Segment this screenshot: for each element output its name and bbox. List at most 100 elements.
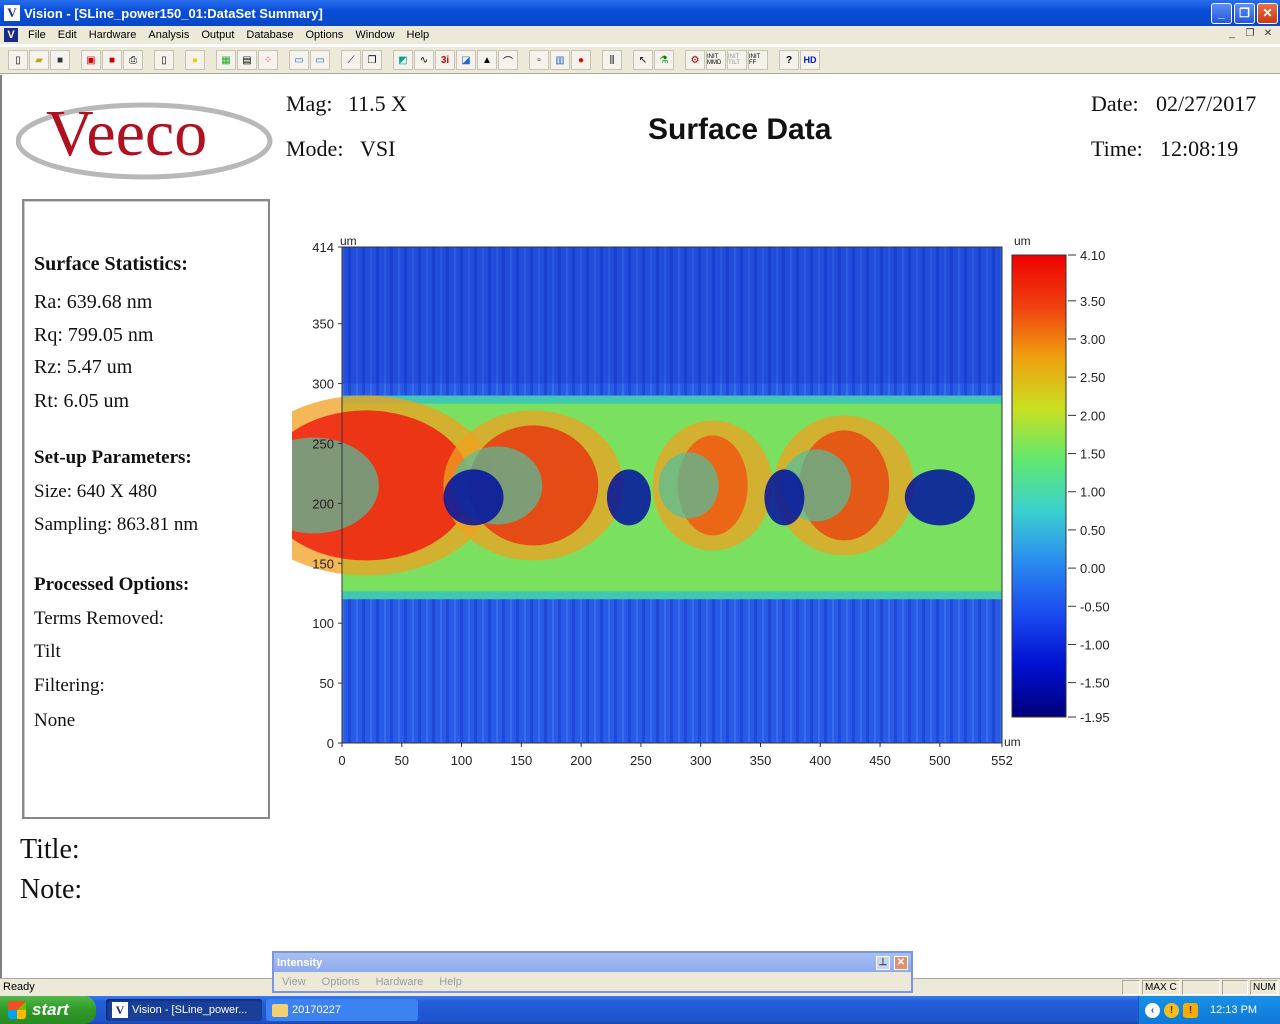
x-tick-label: 150 — [510, 753, 532, 768]
menu-hardware[interactable]: Hardware — [88, 29, 137, 41]
intensity-window[interactable]: Intensity ⊥ ✕ View Options Hardware Help — [272, 951, 913, 993]
maximize-button[interactable]: ❐ — [1234, 2, 1255, 24]
shield-icon[interactable]: ! — [1164, 1002, 1179, 1018]
note-label: Note: — [20, 874, 83, 905]
profile-icon[interactable]: ∿ — [414, 50, 434, 70]
align-icon[interactable]: ⫼ — [602, 50, 622, 70]
minimize-button[interactable]: _ — [1211, 2, 1232, 24]
list-icon[interactable]: ▭ — [310, 50, 330, 70]
new-file-icon[interactable]: ▯ — [8, 50, 28, 70]
close-button[interactable]: ✕ — [1257, 2, 1278, 24]
status-cell-4 — [1222, 980, 1248, 995]
clock: 12:13 PM — [1210, 1004, 1258, 1016]
processed-heading: Processed Options: — [34, 574, 190, 595]
track-depression — [764, 469, 805, 526]
copy-icon[interactable]: ❐ — [362, 50, 382, 70]
page-icon[interactable]: ▯ — [154, 50, 174, 70]
document-icon[interactable]: V — [4, 28, 18, 42]
colorbar-tick-label: 2.00 — [1080, 408, 1105, 423]
menu-help[interactable]: Help — [406, 29, 430, 41]
flask-icon[interactable]: ⚗ — [654, 50, 674, 70]
y-tick-label: 150 — [312, 556, 334, 571]
terms-value: Tilt — [34, 641, 61, 662]
save-red-icon[interactable]: ■ — [102, 50, 122, 70]
record-icon[interactable]: ● — [571, 50, 591, 70]
terms-label: Terms Removed: — [34, 608, 165, 629]
menu-analysis[interactable]: Analysis — [148, 29, 190, 41]
menu-edit[interactable]: Edit — [57, 29, 77, 41]
init-mmd-icon[interactable]: INIT MMD — [706, 50, 726, 70]
y-tick-label: 100 — [312, 616, 334, 631]
intensity-menu-help[interactable]: Help — [439, 976, 462, 988]
x-tick-label: 100 — [451, 753, 473, 768]
intensity-close-icon[interactable]: ✕ — [894, 955, 908, 970]
toolbar: ▯ ▰ ■ ▣ ■ ⎙ ▯ ● ▦ ▤ ⁘ ▭ ▭ ⟋ ❐ ◩ ∿ 3i ◪ ▲… — [0, 46, 1280, 74]
mdi-minimize-button[interactable]: _ — [1229, 28, 1235, 39]
open-folder-icon[interactable]: ▰ — [29, 50, 49, 70]
calibrate-icon[interactable]: ⚙ — [685, 50, 705, 70]
menubar: V File Edit Hardware Analysis Output Dat… — [0, 26, 1280, 44]
init-tilt-icon[interactable]: INIT TILT — [727, 50, 747, 70]
report-area: Veeco Mag: 11.5 X Mode: VSI Surface Data… — [0, 75, 1280, 978]
y-unit-label: um — [340, 235, 357, 248]
x-tick-label: 200 — [570, 753, 592, 768]
alert-icon[interactable]: ! — [1183, 1002, 1198, 1018]
hd-icon[interactable]: HD — [800, 50, 820, 70]
3d-icon[interactable]: 3i — [435, 50, 455, 70]
curve-icon[interactable]: ⌒ — [498, 50, 518, 70]
status-text: Ready — [3, 981, 35, 993]
heatmap-upper-region — [342, 247, 1002, 384]
taskbar: start V Vision - [SLine_power... 2017022… — [0, 996, 1280, 1024]
init-ff-icon[interactable]: INIT FF — [748, 50, 768, 70]
colorbar-tick-label: -0.50 — [1080, 599, 1110, 614]
intensity-titlebar[interactable]: Intensity ⊥ ✕ — [274, 953, 911, 972]
start-button[interactable]: start — [0, 996, 96, 1024]
taskbar-item-folder[interactable]: 20170227 — [266, 999, 418, 1021]
intensity-menu-options[interactable]: Options — [321, 976, 360, 988]
light-icon[interactable]: ● — [185, 50, 205, 70]
dots-icon[interactable]: ⁘ — [258, 50, 278, 70]
track-depression — [606, 469, 651, 526]
chart-icon[interactable]: ▥ — [550, 50, 570, 70]
save-icon[interactable]: ■ — [50, 50, 70, 70]
vision-app-icon: V — [4, 5, 20, 21]
window-title: Vision - [SLine_power150_01:DataSet Summ… — [24, 5, 323, 21]
window-titlebar[interactable]: V Vision - [SLine_power150_01:DataSet Su… — [0, 0, 1280, 26]
colorbar-tick-label: -1.00 — [1080, 637, 1110, 652]
colorbar-tick-label: 0.00 — [1080, 561, 1105, 576]
taskbar-item-vision[interactable]: V Vision - [SLine_power... — [106, 999, 262, 1021]
menu-output[interactable]: Output — [201, 29, 235, 41]
help-icon[interactable]: ? — [779, 50, 799, 70]
color-map-icon[interactable]: ▦ — [216, 50, 236, 70]
status-cell-maxc: MAX C — [1142, 980, 1180, 995]
cursor-icon[interactable]: ↖ — [633, 50, 653, 70]
pin-icon[interactable]: ⊥ — [876, 955, 890, 970]
grid-icon[interactable]: ▤ — [237, 50, 257, 70]
sampling-value: Sampling: 863.81 nm — [34, 514, 199, 535]
x-tick-label: 400 — [809, 753, 831, 768]
y-tick-label: 0 — [327, 736, 334, 751]
intensity-menu-view[interactable]: View — [282, 976, 306, 988]
window-icon[interactable]: ▭ — [289, 50, 309, 70]
export-icon[interactable]: ▣ — [81, 50, 101, 70]
rq-value: Rq: 799.05 nm — [34, 324, 154, 346]
menu-file[interactable]: File — [28, 29, 46, 41]
print-icon[interactable]: ⎙ — [123, 50, 143, 70]
menu-window[interactable]: Window — [355, 29, 395, 41]
menu-options[interactable]: Options — [305, 29, 344, 41]
track-depression — [443, 469, 504, 526]
menu-database[interactable]: Database — [246, 29, 294, 41]
x-tick-label: 250 — [630, 753, 652, 768]
y-tick-label: 200 — [312, 496, 334, 511]
histogram-icon[interactable]: ▲ — [477, 50, 497, 70]
contour-icon[interactable]: ◩ — [393, 50, 413, 70]
mdi-close-button[interactable]: ✕ — [1263, 28, 1273, 39]
stage-icon[interactable]: ▫ — [529, 50, 549, 70]
measure-icon[interactable]: ⟋ — [341, 50, 361, 70]
mdi-restore-button[interactable]: ❐ — [1245, 28, 1255, 39]
logo-text: Veeco — [46, 97, 207, 170]
surface-heatmap-chart: um um 0 50 100 150 200 250 300 350 414 0 50 100 150 200… — [292, 235, 1110, 768]
tray-expand-icon[interactable]: ‹ — [1145, 1002, 1160, 1018]
surface-icon[interactable]: ◪ — [456, 50, 476, 70]
intensity-menu-hardware[interactable]: Hardware — [375, 976, 424, 988]
